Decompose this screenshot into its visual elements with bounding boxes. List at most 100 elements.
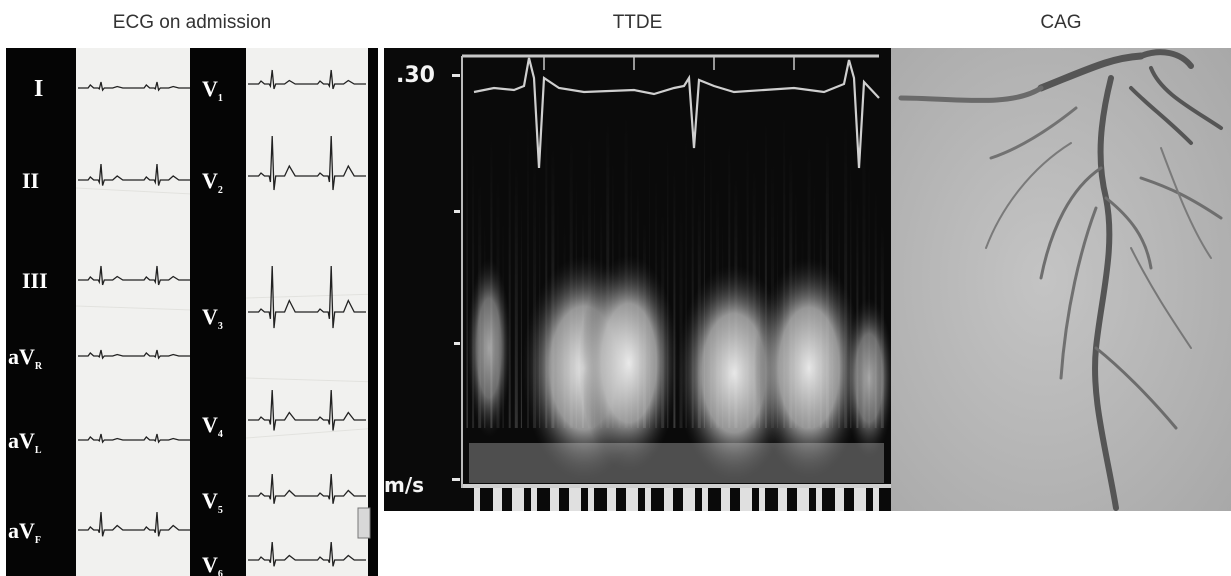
doppler-baseline-mark [854,488,866,511]
chest-lead-trace [248,135,366,191]
chest-lead-label: V4 [202,412,223,440]
ttde-caption: TTDE [612,12,663,33]
limb-lead-label: II [22,168,39,193]
doppler-baseline-mark [645,488,651,511]
doppler-baseline-mark [873,488,879,511]
limb-lead-subscript: R [35,361,43,372]
limb-lead-trace [78,511,190,537]
doppler-axis-ticks [452,74,460,481]
doppler-noise-streak [691,157,694,428]
doppler-noise-streak [850,159,852,428]
chest-lead-name: V [202,412,218,437]
doppler-baseline-mark [683,488,695,511]
doppler-baseline-mark [702,488,708,511]
doppler-noise-streak [703,111,705,428]
chest-lead-name: V [202,76,218,101]
doppler-waveforms [467,255,891,483]
chest-lead-subscript: 2 [218,185,223,196]
doppler-baseline-mark [626,488,638,511]
coronary-angiogram [891,48,1231,511]
doppler-baseline-mark [474,488,480,511]
doppler-noise-streak [685,120,687,428]
angiogram-image [891,48,1231,511]
doppler-baseline-mark [588,488,594,511]
limb-lead-subscript: L [35,445,42,456]
ecg-image: I II III aVR aVL aVF V1 V2 V3 V4 V5 V6 [6,48,378,576]
doppler-baseline-mark [816,488,822,511]
doppler-noise-streak [667,129,669,428]
doppler-baseline-mark [759,488,765,511]
limb-lead-label: aVR [8,344,43,372]
doppler-baseline-mark [512,488,524,511]
chest-lead-trace [248,541,366,567]
doppler-noise-streak [844,122,848,428]
doppler-baseline-mark [835,488,844,511]
limb-lead-subscript: F [35,535,41,546]
doppler-baseline-mark [607,488,616,511]
doppler-noise-streak [514,164,518,428]
chest-lead-name: V [202,304,218,329]
chest-lead-subscript: 5 [218,505,223,516]
limb-lead-label: I [34,76,43,102]
limb-lead-name: aV [8,518,35,543]
chest-lead-trace [248,265,366,329]
doppler-noise-streak [679,203,683,428]
doppler-baseline-mark [740,488,752,511]
coronary-vessels [898,49,1223,511]
doppler-image: .30 m/s [384,48,891,511]
doppler-unit-label: m/s [384,473,424,497]
doppler-noise-streak [527,118,529,428]
cag-caption: CAG [1040,12,1082,33]
doppler-baseline-mark [550,488,559,511]
doppler-noise-streak [545,109,548,428]
doppler-noise-streak [520,201,522,428]
chest-lead-trace [248,473,366,504]
doppler-noise-streak [673,166,676,428]
doppler-noise-streak [862,113,866,428]
doppler-baseline-mark [721,488,730,511]
doppler-baseline-mark [778,488,787,511]
chest-lead-trace [248,69,366,90]
chest-lead-label: V1 [202,76,223,104]
chest-lead-subscript: 3 [218,321,223,332]
chest-lead-label: V6 [202,552,223,576]
limb-lead-label: III [22,268,48,293]
limb-lead-trace [78,265,190,286]
doppler-baseline-mark [531,488,537,511]
doppler-baseline-mark [493,488,502,511]
chest-lead-subscript: 6 [218,569,223,576]
doppler-baseline-mark [569,488,581,511]
limb-lead-trace [78,81,190,92]
doppler-noise-streak [533,155,537,428]
doppler-noise-streak [764,121,767,428]
limb-lead-name: I [34,76,43,102]
doppler-scale-top-label: .30 [396,63,435,88]
limb-lead-name: II [22,168,39,193]
limb-lead-label: aVF [8,518,41,546]
ecg-caption: ECG on admission [112,12,272,33]
doppler-noise-streak [508,127,511,428]
limb-lead-trace [78,433,190,444]
limb-lead-trace [78,163,190,186]
doppler-noise-streak [868,150,870,428]
chest-lead-name: V [202,168,218,193]
chest-lead-label: V2 [202,168,223,196]
doppler-noise-streak [466,141,468,428]
doppler-baseline-mark [797,488,809,511]
chest-lead-name: V [202,552,218,576]
limb-lead-name: aV [8,344,35,369]
limb-lead-name: III [22,268,48,293]
chest-lead-label: V5 [202,488,223,516]
chest-lead-name: V [202,488,218,513]
limb-lead-name: aV [8,428,35,453]
doppler-noise-streak [466,108,467,428]
limb-lead-label: aVL [8,428,42,456]
chest-lead-subscript: 1 [218,93,223,104]
chest-lead-trace [248,389,366,431]
doppler-baseline-mark [664,488,673,511]
doppler-spectrum: .30 m/s [384,48,891,511]
chest-lead-subscript: 4 [218,429,223,440]
chest-lead-label: V3 [202,304,223,332]
limb-lead-trace [78,349,190,360]
